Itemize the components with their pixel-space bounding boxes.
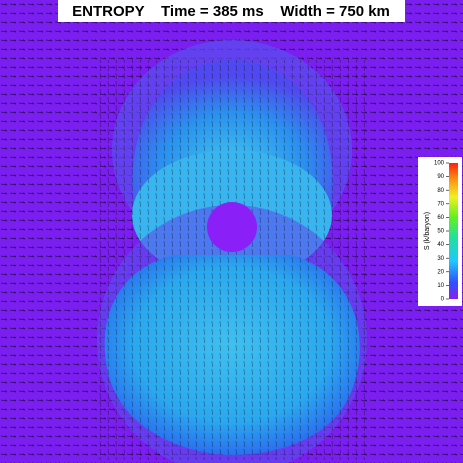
colorbar-tick-label: 100 xyxy=(434,161,445,167)
colorbar-tick-label: 90 xyxy=(437,174,444,180)
title-box xyxy=(58,0,405,22)
colorbar-tick-label: 40 xyxy=(437,242,444,248)
colorbar-tick-label: 70 xyxy=(437,201,444,207)
colorbar-tick-label: 20 xyxy=(437,269,444,275)
colorbar-tick-label: 50 xyxy=(437,229,444,235)
title: ENTROPY Time = 385 ms Width = 750 km xyxy=(72,3,390,20)
colorbar-tick-label: 60 xyxy=(437,215,444,221)
colorbar-scale xyxy=(449,163,458,299)
colorbar-tick-label: 10 xyxy=(437,283,444,289)
colorbar-label: S (k/baryon) xyxy=(424,212,431,250)
proto-neutron-star xyxy=(207,202,257,252)
colorbar-tick-label: 0 xyxy=(441,297,445,303)
lobe-flow xyxy=(95,60,370,460)
colorbar-tick-label: 30 xyxy=(437,256,444,262)
colorbar-tick-label: 80 xyxy=(437,188,444,194)
colorbar: S (k/baryon) 0 10 20 30 40 50 60 70 80 90 100 xyxy=(418,157,462,306)
